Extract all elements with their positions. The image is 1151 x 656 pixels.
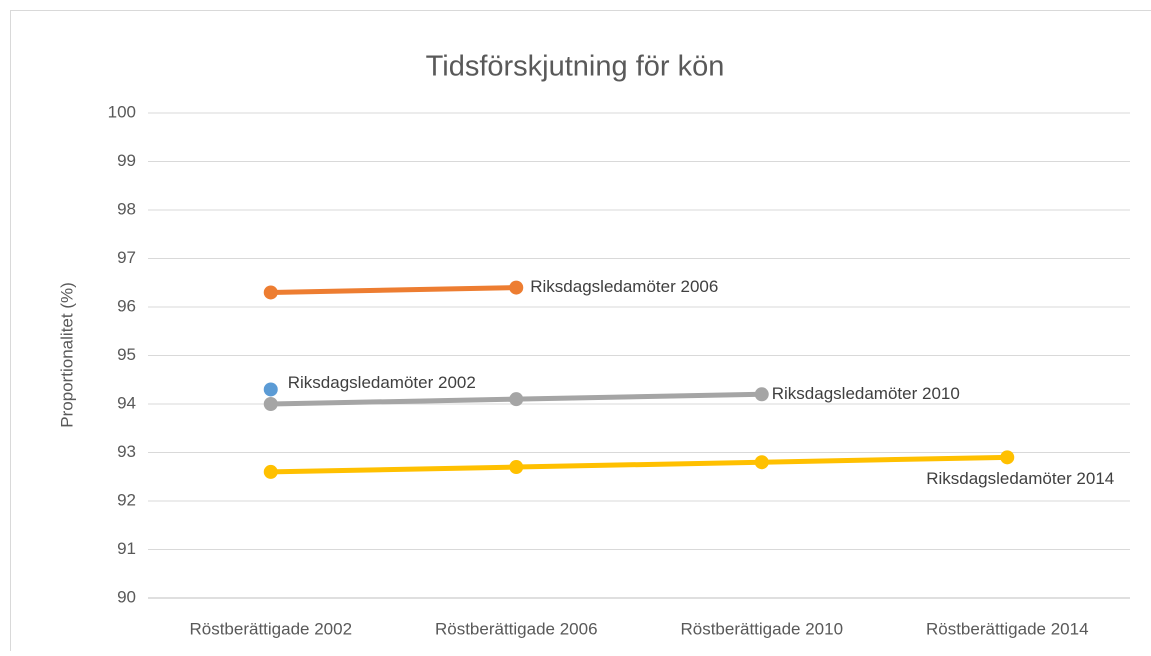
y-tick-label: 97 [117, 248, 136, 267]
y-tick-label: 96 [117, 296, 136, 315]
x-tick-label: Röstberättigade 2010 [680, 619, 843, 638]
data-point [264, 382, 278, 396]
data-point [509, 460, 523, 474]
data-point [264, 285, 278, 299]
x-tick-label: Röstberättigade 2014 [926, 619, 1089, 638]
data-point [755, 455, 769, 469]
y-tick-label: 100 [108, 102, 136, 121]
x-tick-label: Röstberättigade 2002 [189, 619, 352, 638]
chart-title: Tidsförskjutning för kön [426, 51, 725, 83]
y-tick-label: 91 [117, 539, 136, 558]
series-label: Riksdagsledamöter 2014 [926, 469, 1114, 488]
series-label: Riksdagsledamöter 2006 [530, 277, 718, 296]
y-tick-label: 93 [117, 442, 136, 461]
y-tick-label: 94 [117, 393, 136, 412]
data-point [509, 281, 523, 295]
data-point [264, 465, 278, 479]
y-tick-label: 95 [117, 345, 136, 364]
series-label: Riksdagsledamöter 2010 [772, 384, 960, 403]
data-point [755, 387, 769, 401]
data-point [1000, 450, 1014, 464]
y-tick-label: 98 [117, 199, 136, 218]
y-tick-label: 90 [117, 587, 136, 606]
data-point [264, 397, 278, 411]
y-tick-label: 92 [117, 490, 136, 509]
data-point [509, 392, 523, 406]
chart-frame [11, 11, 1151, 652]
y-axis-label: Proportionalitet (%) [57, 282, 76, 428]
y-tick-label: 99 [117, 151, 136, 170]
x-tick-label: Röstberättigade 2006 [435, 619, 598, 638]
series-label: Riksdagsledamöter 2002 [288, 373, 476, 392]
